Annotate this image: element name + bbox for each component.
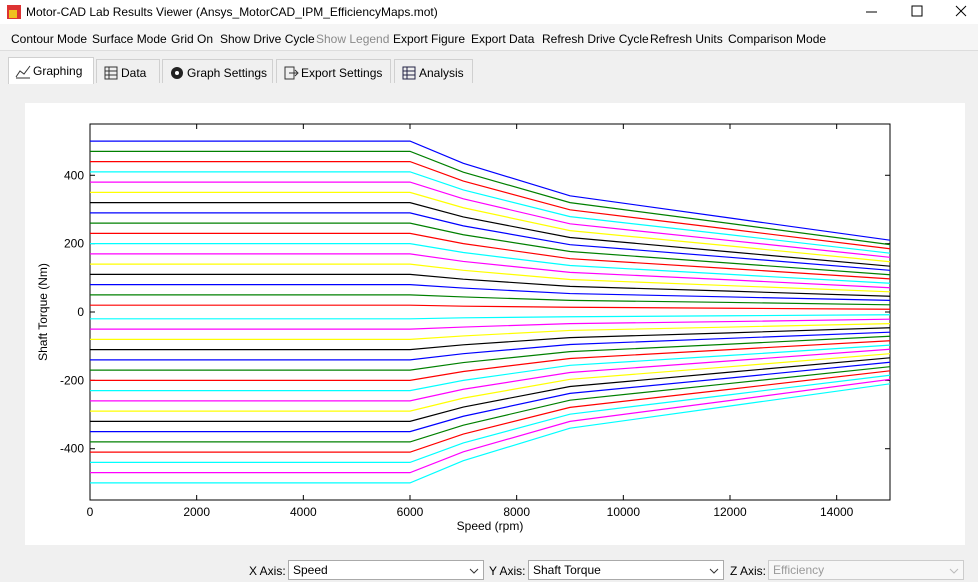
- data-line: [90, 160, 891, 250]
- data-line: [90, 361, 891, 433]
- data-line: [90, 191, 891, 263]
- title-bar: Motor-CAD Lab Results Viewer (Ansys_Moto…: [0, 0, 978, 24]
- data-line: [90, 150, 891, 246]
- data-line: [90, 370, 891, 453]
- data-line: [90, 383, 891, 484]
- menu-bar: [0, 24, 978, 51]
- menu-item: Show Legend: [316, 32, 390, 46]
- window-buttons[interactable]: [860, 0, 978, 24]
- x-tick-label: 6000: [397, 505, 424, 519]
- x-tick-label: 14000: [820, 505, 854, 519]
- data-line: [90, 171, 891, 254]
- data-line: [90, 344, 891, 392]
- x-tick-label: 8000: [503, 505, 530, 519]
- menu-item[interactable]: Surface Mode: [92, 32, 167, 46]
- app-icon: [7, 5, 21, 19]
- tab[interactable]: Graphing: [8, 57, 94, 84]
- menu-item[interactable]: Comparison Mode: [728, 32, 827, 46]
- tab[interactable]: Analysis: [394, 59, 473, 83]
- data-line: [90, 374, 891, 463]
- y-tick-label: 0: [77, 305, 84, 319]
- data-line: [90, 378, 891, 474]
- data-line: [90, 323, 891, 340]
- window-title: Motor-CAD Lab Results Viewer (Ansys_Moto…: [26, 5, 438, 19]
- data-line: [90, 327, 891, 351]
- x-axis-label: Speed (rpm): [457, 519, 524, 533]
- tab-label: Data: [121, 66, 147, 80]
- data-line: [90, 294, 891, 306]
- menu-item[interactable]: Refresh Units: [650, 32, 723, 46]
- tab[interactable]: Export Settings: [276, 59, 391, 83]
- data-line: [90, 366, 891, 443]
- select-value: Efficiency: [773, 563, 825, 577]
- menu-item[interactable]: Grid On: [171, 32, 214, 46]
- data-line: [90, 318, 891, 330]
- data-line: [90, 273, 891, 297]
- data-line: [90, 222, 891, 276]
- y-tick-label: -400: [60, 442, 84, 456]
- select-value: Speed: [293, 563, 328, 577]
- data-line: [90, 340, 891, 381]
- menu-item[interactable]: Export Figure: [393, 32, 466, 46]
- y-tick-label: 400: [64, 168, 84, 182]
- z-axis-select: Efficiency: [768, 560, 964, 580]
- tab-label: Analysis: [419, 66, 464, 80]
- y-axis-select[interactable]: Shaft Torque: [528, 560, 724, 580]
- x-tick-label: 2000: [183, 505, 210, 519]
- data-line: [90, 253, 891, 289]
- tab[interactable]: Graph Settings: [162, 59, 273, 83]
- menu-item[interactable]: Refresh Drive Cycle: [542, 32, 649, 46]
- y-axis-control-label: Y Axis:: [489, 564, 526, 578]
- x-tick-label: 0: [87, 505, 94, 519]
- data-line: [90, 243, 891, 284]
- x-tick-label: 12000: [713, 505, 747, 519]
- menu-item[interactable]: Contour Mode: [11, 32, 88, 46]
- data-line: [90, 353, 891, 412]
- data-line: [90, 314, 891, 320]
- y-tick-label: 200: [64, 237, 84, 251]
- data-line: [90, 202, 891, 267]
- data-line: [90, 348, 891, 402]
- data-line: [90, 284, 891, 301]
- y-axis-label: Shaft Torque (Nm): [36, 263, 50, 361]
- y-tick-label: -200: [60, 373, 84, 387]
- data-line: [90, 304, 891, 310]
- select-value: Shaft Torque: [533, 563, 601, 577]
- data-line: [90, 335, 891, 371]
- data-line: [90, 232, 891, 280]
- tab[interactable]: Data: [96, 59, 160, 83]
- x-tick-label: 10000: [607, 505, 641, 519]
- tab-label: Export Settings: [301, 66, 383, 80]
- x-axis-control-label: X Axis:: [249, 564, 286, 578]
- data-line: [90, 212, 891, 271]
- x-tick-label: 4000: [290, 505, 317, 519]
- x-axis-select[interactable]: Speed: [288, 560, 484, 580]
- tab-label: Graph Settings: [187, 66, 268, 80]
- tab-label: Graphing: [33, 64, 83, 78]
- menu-item[interactable]: Export Data: [471, 32, 535, 46]
- data-line: [90, 357, 891, 422]
- menu-item[interactable]: Show Drive Cycle: [220, 32, 315, 46]
- z-axis-control-label: Z Axis:: [730, 564, 767, 578]
- data-line: [90, 263, 891, 293]
- data-line: [90, 140, 891, 241]
- data-line: [90, 181, 891, 258]
- chart: Speed (rpm) Shaft Torque (Nm) 0 2000 4000 6…: [25, 103, 965, 545]
- plot-area: [89, 123, 891, 501]
- data-line: [90, 331, 891, 361]
